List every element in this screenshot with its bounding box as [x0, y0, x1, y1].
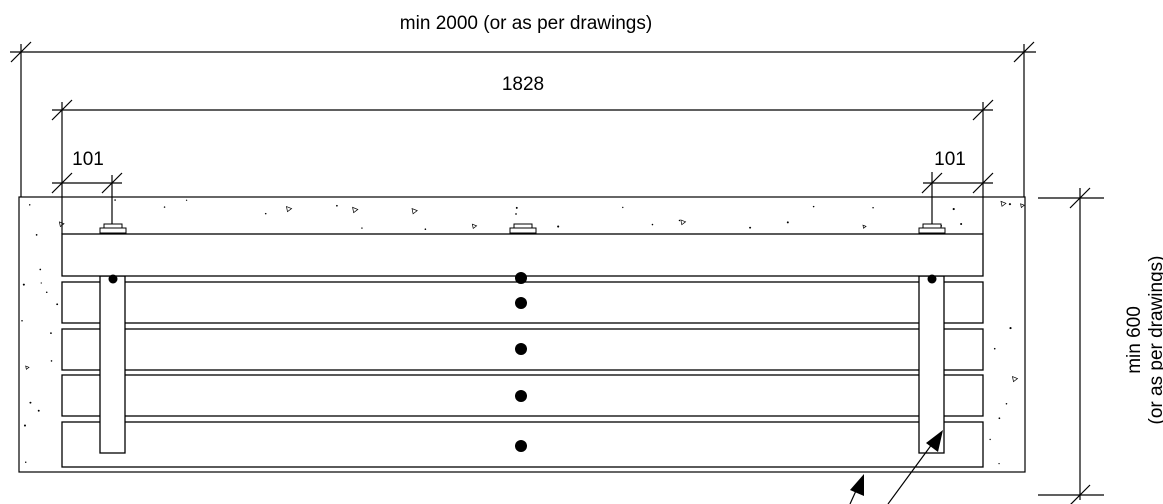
- bolt-center: [509, 223, 537, 234]
- bench-length-dimension: 1828: [51, 74, 994, 234]
- support-left: [99, 275, 126, 454]
- left-offset-dimension: 101: [51, 149, 123, 232]
- bench-planks: [61, 281, 984, 468]
- top-bolts: [99, 223, 946, 234]
- plank-1: [61, 233, 984, 277]
- right-offset-label: 101: [934, 149, 966, 170]
- height-dimension: min 600 (or as per drawings): [1038, 187, 1163, 504]
- left-offset-label: 101: [72, 149, 104, 170]
- bolt-left: [99, 223, 127, 234]
- right-offset-dimension: 101: [921, 149, 994, 232]
- leader-arrows: [849, 430, 943, 504]
- overall-width-dimension: min 2000 (or as per drawings): [10, 13, 1036, 197]
- height-label-line1: min 600: [1124, 306, 1145, 374]
- fixings: [108, 272, 937, 452]
- height-label-line2: (or as per drawings): [1146, 256, 1163, 425]
- bench-length-label: 1828: [502, 74, 544, 95]
- support-right: [918, 275, 945, 454]
- overall-width-label: min 2000 (or as per drawings): [400, 13, 652, 34]
- bench-supports: [99, 275, 945, 454]
- bolt-right: [918, 223, 946, 234]
